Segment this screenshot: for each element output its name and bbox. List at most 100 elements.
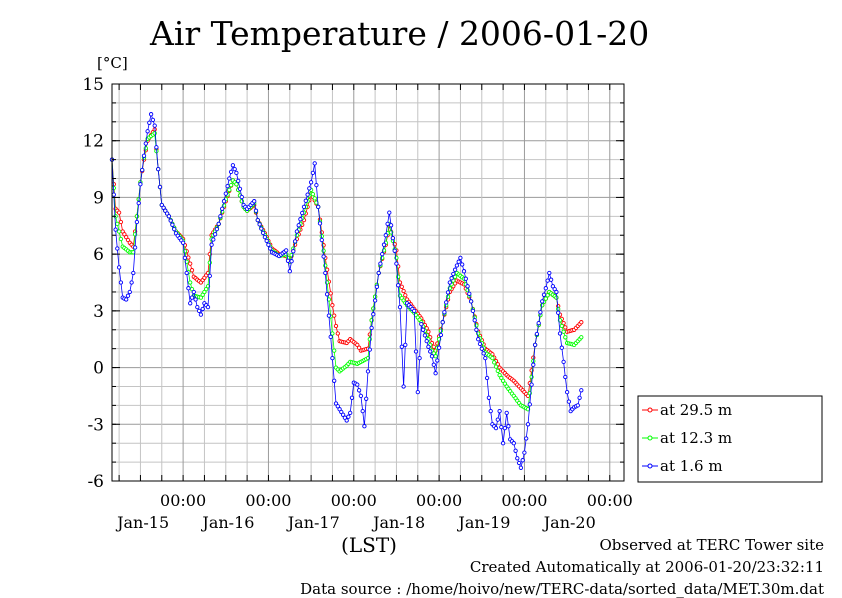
data-point (296, 223, 301, 228)
data-point (511, 441, 516, 446)
x-tick-label-day: Jan-16 (200, 513, 254, 532)
data-point (340, 412, 346, 417)
data-point (513, 448, 518, 453)
data-point (397, 304, 403, 310)
data-point (328, 291, 333, 296)
data-point (132, 245, 138, 250)
data-point (150, 117, 156, 123)
data-point (429, 354, 435, 359)
legend-label: at 29.5 m (660, 401, 732, 419)
data-point (239, 194, 244, 200)
legend-label: at 12.3 m (660, 429, 732, 447)
x-tick-label-day: Jan-20 (542, 513, 596, 532)
series-layer (109, 112, 584, 470)
series-line (111, 128, 582, 397)
data-point (380, 251, 385, 257)
data-point (172, 226, 177, 232)
data-point (145, 129, 150, 134)
data-point (168, 218, 173, 223)
legend-swatch-marker (647, 463, 653, 469)
data-point (300, 210, 305, 216)
data-point (131, 270, 136, 276)
data-point (536, 320, 541, 326)
series-1 (109, 127, 584, 399)
x-tick-label-day: Jan-17 (286, 513, 340, 532)
data-point (118, 236, 124, 242)
data-point (152, 131, 157, 136)
data-point (435, 358, 440, 363)
data-point (335, 331, 340, 336)
legend-box (637, 395, 823, 483)
data-point (390, 235, 396, 241)
data-point (426, 344, 431, 349)
data-point (428, 349, 433, 354)
data-point (399, 284, 404, 289)
data-point (545, 278, 550, 283)
data-point (477, 341, 483, 347)
data-point (305, 192, 310, 197)
data-point (436, 345, 442, 350)
data-point (323, 270, 328, 276)
data-point (431, 344, 436, 349)
data-point (433, 371, 438, 376)
data-point (381, 242, 387, 247)
data-point (116, 229, 122, 234)
data-point (420, 327, 426, 332)
data-point (579, 388, 584, 393)
data-point (495, 368, 500, 374)
data-point (442, 310, 447, 315)
data-point (298, 217, 303, 222)
data-point (362, 424, 367, 429)
plot-frame (111, 83, 625, 482)
data-point (461, 269, 467, 274)
data-point (495, 417, 500, 422)
data-point (426, 329, 431, 334)
data-point (314, 182, 319, 188)
data-point (332, 378, 337, 383)
x-tick-label-time: 00:00 (160, 491, 206, 510)
data-point (227, 176, 232, 181)
data-point (518, 465, 524, 470)
data-point (545, 293, 550, 298)
data-point (367, 347, 372, 352)
data-point (444, 300, 449, 305)
data-point (310, 191, 316, 197)
data-point (522, 450, 527, 455)
data-point (561, 359, 566, 365)
data-point (136, 200, 141, 206)
data-point (237, 186, 243, 192)
x-tick-label-day: Jan-15 (115, 513, 169, 532)
data-point (324, 292, 330, 297)
data-point (319, 237, 324, 243)
data-point (422, 333, 428, 338)
y-tick-label: 3 (93, 302, 104, 322)
data-point (403, 293, 408, 298)
data-point (193, 297, 198, 302)
data-point (447, 280, 452, 285)
data-point (184, 270, 189, 276)
data-point (209, 242, 214, 247)
y-tick-label: 15 (82, 75, 104, 95)
data-point (452, 267, 458, 272)
data-point (559, 323, 564, 329)
data-point (356, 388, 362, 393)
data-point (308, 180, 314, 185)
data-point (392, 248, 397, 253)
data-point (182, 255, 188, 261)
data-point (188, 261, 193, 266)
data-point (129, 280, 134, 285)
legend-swatch-marker (647, 435, 653, 441)
data-point (534, 331, 540, 337)
data-point (493, 364, 499, 369)
data-point (147, 120, 152, 125)
data-point (118, 219, 124, 225)
y-tick-label: -6 (87, 472, 104, 492)
data-point (371, 312, 376, 317)
data-point (387, 210, 392, 215)
data-point (385, 221, 390, 227)
data-point (396, 283, 401, 288)
data-point (492, 360, 497, 365)
data-point (348, 410, 353, 416)
data-point (332, 348, 337, 353)
data-point (483, 355, 488, 361)
